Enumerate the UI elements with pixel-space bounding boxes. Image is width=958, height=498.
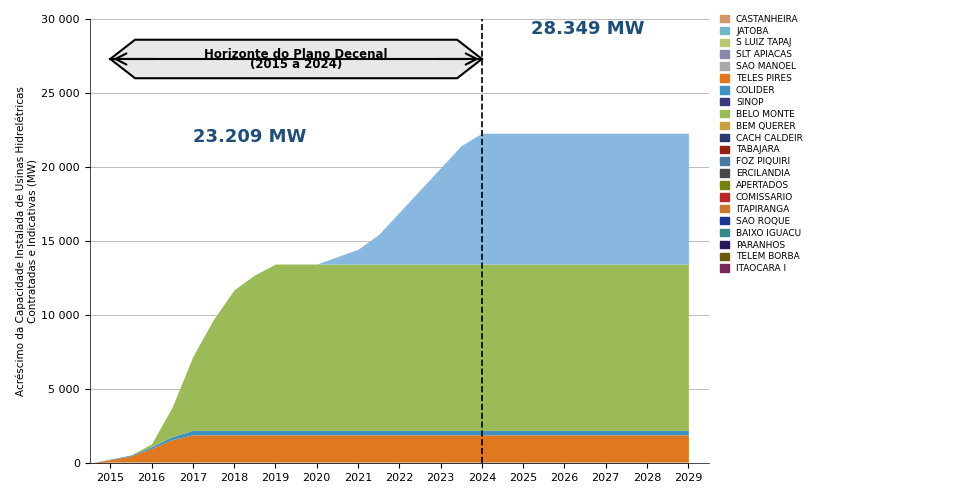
Y-axis label: Acréscimo da Capacidade Instalada de Usinas Hidrelétricas
Contratadas e Indicati: Acréscimo da Capacidade Instalada de Usi…	[15, 86, 37, 396]
Polygon shape	[110, 40, 482, 78]
Text: (2015 a 2024): (2015 a 2024)	[250, 58, 342, 71]
Text: 28.349 MW: 28.349 MW	[532, 20, 645, 38]
Legend: CASTANHEIRA, JATOBA, S LUIZ TAPAJ, SLT APIACAS, SAO MANOEL, TELES PIRES, COLIDER: CASTANHEIRA, JATOBA, S LUIZ TAPAJ, SLT A…	[719, 14, 803, 273]
Text: 23.209 MW: 23.209 MW	[193, 128, 307, 146]
Text: Horizonte do Plano Decenal: Horizonte do Plano Decenal	[204, 48, 388, 61]
